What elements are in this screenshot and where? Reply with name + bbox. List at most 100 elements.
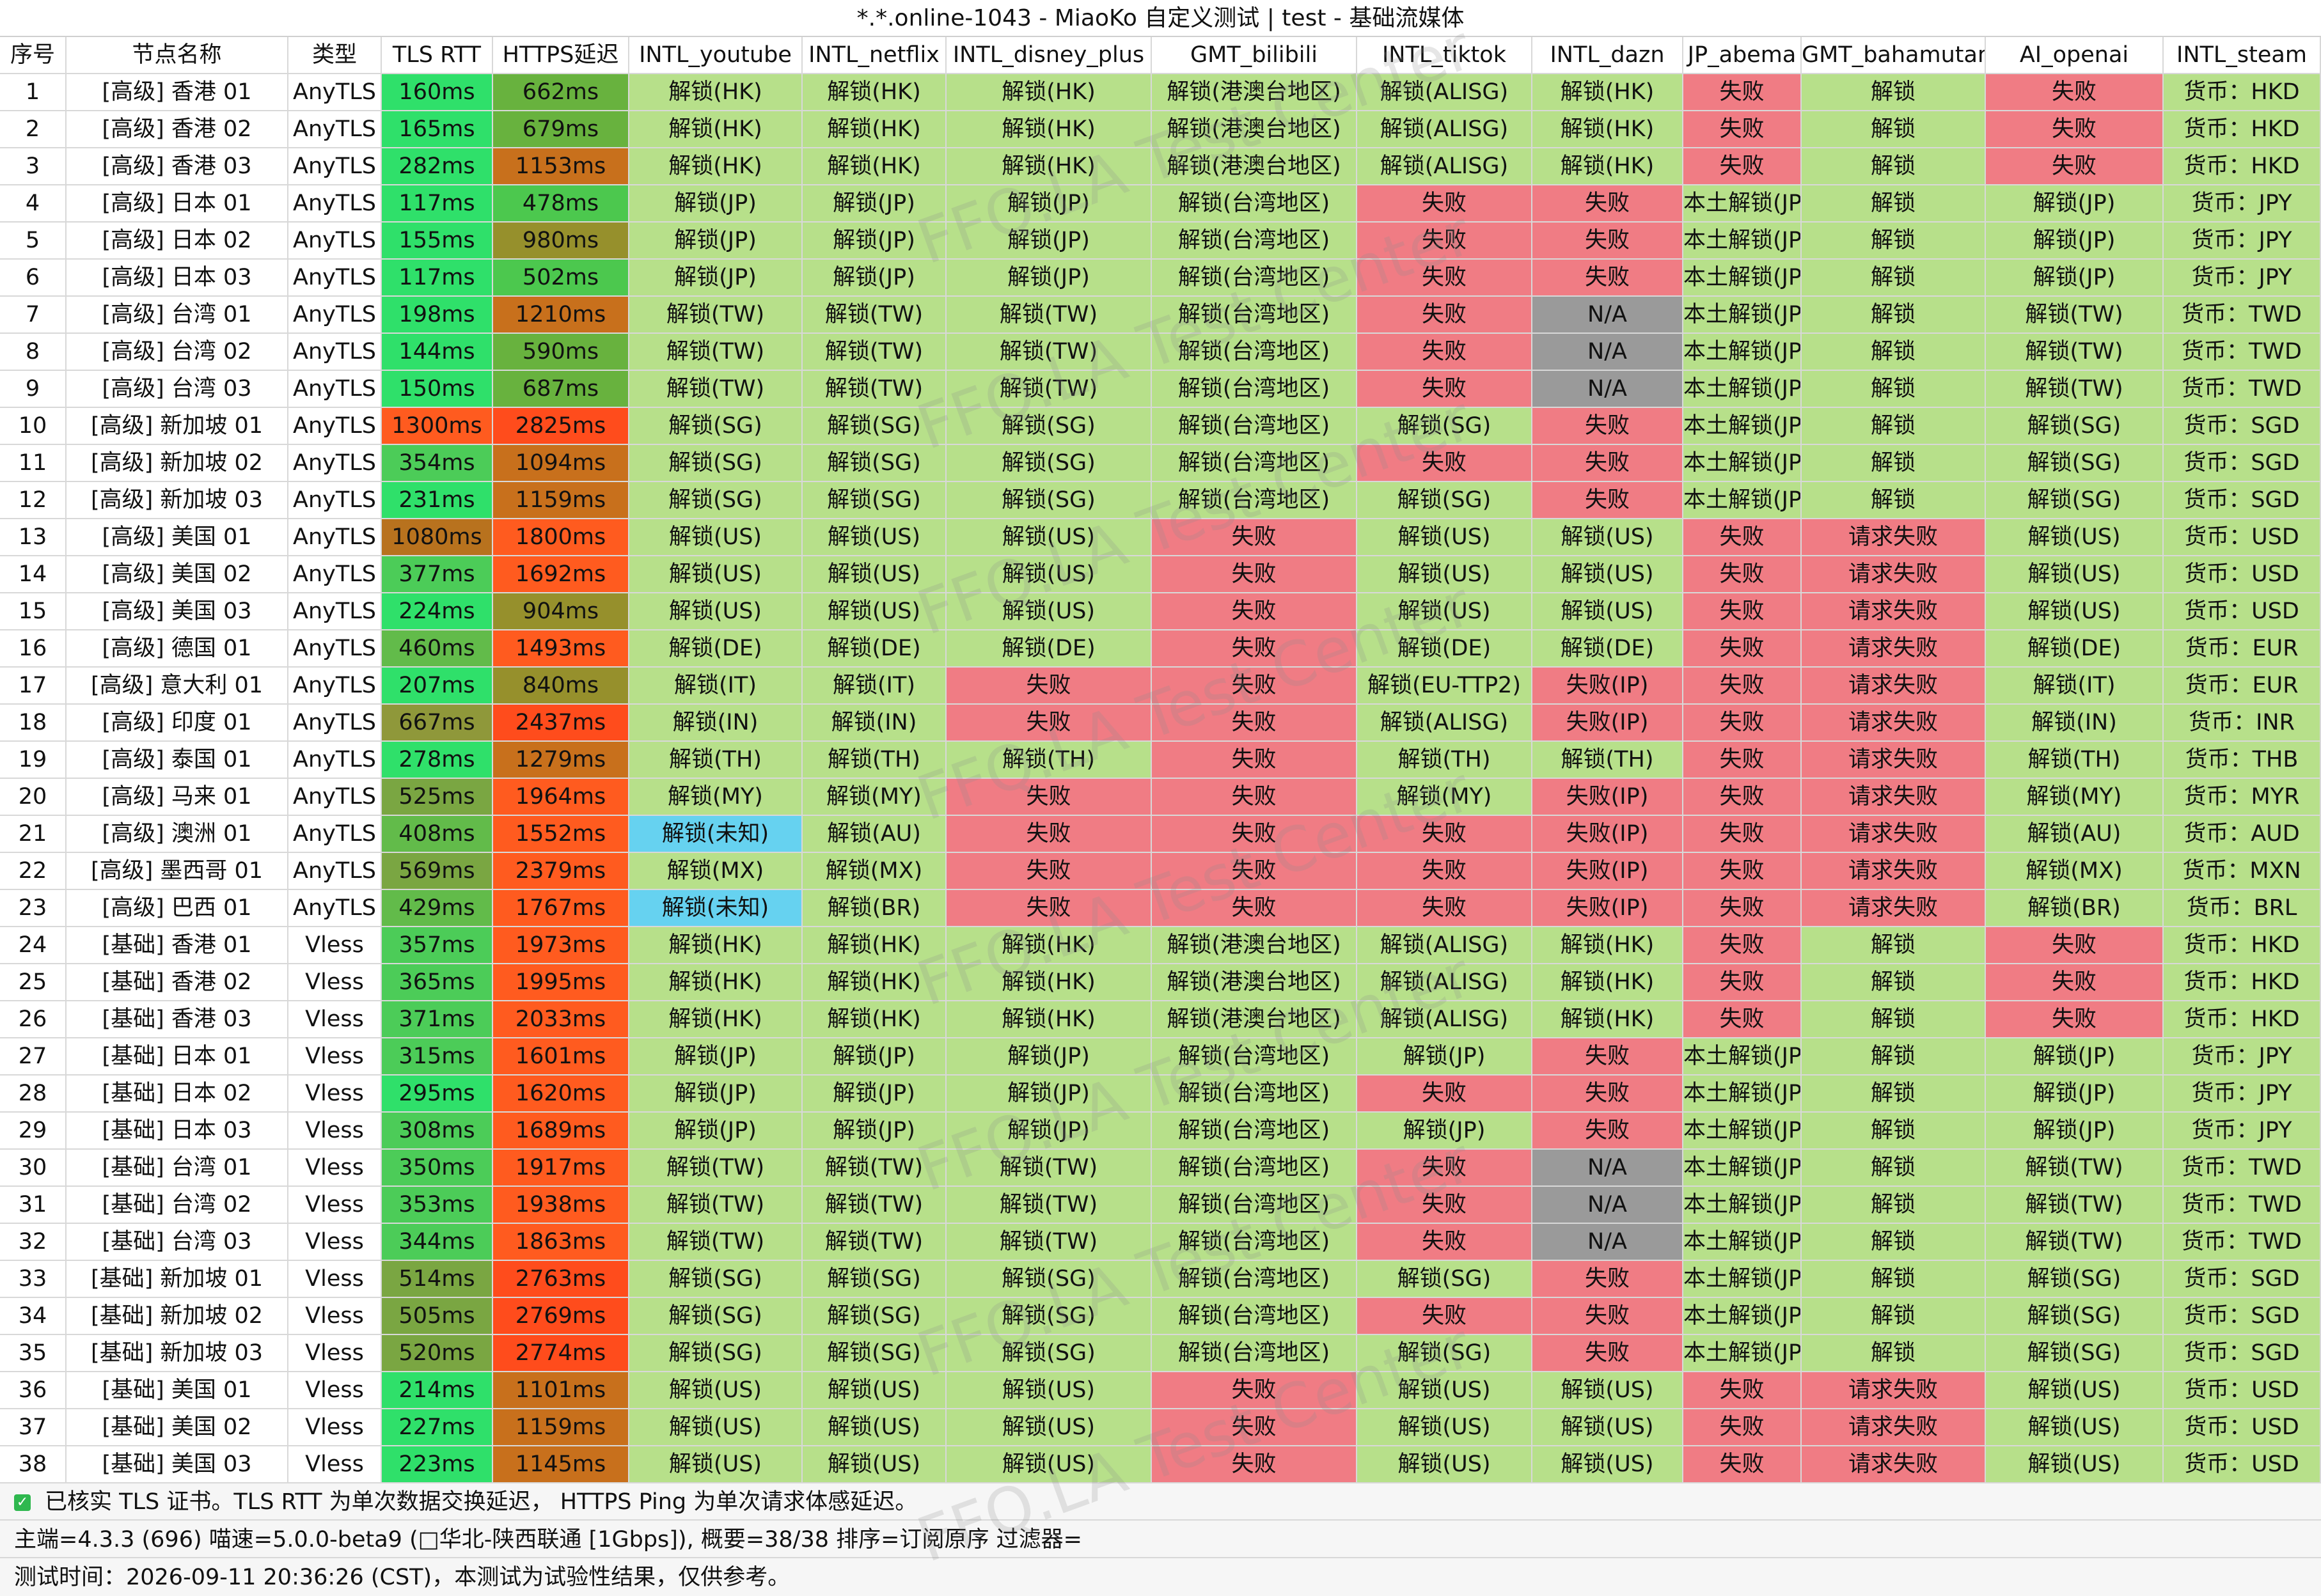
table-cell: 请求失败 bbox=[1802, 1409, 1986, 1446]
table-cell: 144ms bbox=[382, 334, 493, 371]
table-cell: 31 bbox=[0, 1187, 67, 1224]
table-cell: 解锁(台湾地区) bbox=[1152, 297, 1357, 334]
table-cell: 失败 bbox=[1152, 853, 1357, 890]
table-cell: 1767ms bbox=[493, 890, 629, 927]
table-cell: 解锁(DE) bbox=[947, 630, 1152, 668]
table-cell: [高级] 日本 03 bbox=[67, 260, 288, 297]
table-cell: 解锁(TW) bbox=[803, 1224, 947, 1261]
table-cell: 本土解锁(JP) bbox=[1683, 1113, 1802, 1150]
table-cell: 1620ms bbox=[493, 1076, 629, 1113]
table-cell: 货币：HKD bbox=[2164, 1001, 2321, 1038]
table-cell: 解锁(JP) bbox=[1357, 1113, 1532, 1150]
table-cell: 失败 bbox=[1683, 853, 1802, 890]
table-cell: 解锁(SG) bbox=[629, 445, 803, 482]
table-cell: [基础] 台湾 01 bbox=[67, 1150, 288, 1187]
table-cell: 解锁(MY) bbox=[803, 779, 947, 816]
table-cell: 请求失败 bbox=[1802, 779, 1986, 816]
table-cell: AnyTLS bbox=[288, 742, 382, 779]
table-cell: 解锁(SG) bbox=[947, 1298, 1152, 1335]
table-cell: AnyTLS bbox=[288, 334, 382, 371]
table-cell: Vless bbox=[288, 1187, 382, 1224]
table-cell: 失败 bbox=[947, 890, 1152, 927]
table-cell: 解锁(JP) bbox=[629, 223, 803, 260]
table-cell: 解锁(US) bbox=[803, 556, 947, 593]
table-cell: 解锁(US) bbox=[1986, 1446, 2164, 1483]
table-cell: 解锁(TW) bbox=[947, 1224, 1152, 1261]
table-cell: AnyTLS bbox=[288, 445, 382, 482]
table-cell: 本土解锁(JP) bbox=[1683, 1076, 1802, 1113]
table-cell: 20 bbox=[0, 779, 67, 816]
table-cell: 解锁 bbox=[1802, 482, 1986, 519]
table-cell: 解锁(TW) bbox=[947, 1150, 1152, 1187]
table-cell: [基础] 日本 01 bbox=[67, 1038, 288, 1076]
table-cell: Vless bbox=[288, 1150, 382, 1187]
table-cell: 解锁(台湾地区) bbox=[1152, 1335, 1357, 1372]
table-cell: 失败 bbox=[1532, 1335, 1683, 1372]
table-cell: 687ms bbox=[493, 371, 629, 408]
table-cell: 解锁 bbox=[1802, 1298, 1986, 1335]
table-cell: 解锁(TW) bbox=[629, 371, 803, 408]
table-cell: [高级] 新加坡 02 bbox=[67, 445, 288, 482]
table-cell: 解锁 bbox=[1802, 1187, 1986, 1224]
table-cell: 解锁(SG) bbox=[947, 1261, 1152, 1298]
table-cell: 货币：JPY bbox=[2164, 223, 2321, 260]
table-cell: 33 bbox=[0, 1261, 67, 1298]
table-cell: 1863ms bbox=[493, 1224, 629, 1261]
table-cell: 2774ms bbox=[493, 1335, 629, 1372]
table-cell: 失败 bbox=[1152, 556, 1357, 593]
table-cell: 失败 bbox=[1357, 334, 1532, 371]
table-cell: 371ms bbox=[382, 1001, 493, 1038]
table-cell: 解锁(台湾地区) bbox=[1152, 371, 1357, 408]
table-cell: 本土解锁(JP) bbox=[1683, 1038, 1802, 1076]
table-cell: 295ms bbox=[382, 1076, 493, 1113]
footer-line: 主端=4.3.3 (696) 喵速=5.0.0-beta9 (□华北-陕西联通 … bbox=[0, 1521, 2321, 1558]
table-cell: 22 bbox=[0, 853, 67, 890]
table-cell: 590ms bbox=[493, 334, 629, 371]
table-cell: 解锁(台湾地区) bbox=[1152, 1150, 1357, 1187]
table-cell: 解锁(JP) bbox=[1357, 1038, 1532, 1076]
table-cell: Vless bbox=[288, 1446, 382, 1483]
table-cell: AnyTLS bbox=[288, 74, 382, 111]
table-cell: 308ms bbox=[382, 1113, 493, 1150]
table-cell: 解锁(港澳台地区) bbox=[1152, 927, 1357, 964]
table-cell: 514ms bbox=[382, 1261, 493, 1298]
table-cell: 失败 bbox=[1683, 148, 1802, 185]
column-header: TLS RTT bbox=[382, 37, 493, 74]
table-cell: AnyTLS bbox=[288, 816, 382, 853]
table-cell: 解锁(TW) bbox=[1986, 371, 2164, 408]
table-cell: Vless bbox=[288, 1076, 382, 1113]
table-cell: [基础] 日本 03 bbox=[67, 1113, 288, 1150]
table-cell: 解锁(SG) bbox=[629, 482, 803, 519]
table-cell: 解锁(US) bbox=[1986, 556, 2164, 593]
table-cell: 解锁 bbox=[1802, 445, 1986, 482]
table-cell: AnyTLS bbox=[288, 556, 382, 593]
table-cell: 失败 bbox=[947, 705, 1152, 742]
table-cell: [高级] 日本 01 bbox=[67, 185, 288, 223]
table-cell: 1210ms bbox=[493, 297, 629, 334]
table-cell: 解锁(TW) bbox=[803, 334, 947, 371]
table-cell: [基础] 香港 03 bbox=[67, 1001, 288, 1038]
table-cell: AnyTLS bbox=[288, 223, 382, 260]
table-cell: [高级] 美国 03 bbox=[67, 593, 288, 630]
table-cell: 解锁(IN) bbox=[629, 705, 803, 742]
table-cell: 解锁(HK) bbox=[629, 111, 803, 148]
table-cell: 解锁 bbox=[1802, 297, 1986, 334]
table-cell: 解锁(TW) bbox=[947, 297, 1152, 334]
table-cell: 227ms bbox=[382, 1409, 493, 1446]
table-cell: 解锁(JP) bbox=[803, 1038, 947, 1076]
table-cell: 失败 bbox=[1683, 1372, 1802, 1409]
table-cell: 150ms bbox=[382, 371, 493, 408]
table-cell: 2825ms bbox=[493, 408, 629, 445]
table-cell: 315ms bbox=[382, 1038, 493, 1076]
table-cell: 解锁(SG) bbox=[1986, 1298, 2164, 1335]
table-cell: 解锁(US) bbox=[1986, 1372, 2164, 1409]
table-cell: 7 bbox=[0, 297, 67, 334]
table-cell: 货币：MYR bbox=[2164, 779, 2321, 816]
table-cell: [高级] 印度 01 bbox=[67, 705, 288, 742]
table-cell: 解锁(US) bbox=[629, 519, 803, 556]
table-cell: 解锁(TH) bbox=[629, 742, 803, 779]
table-cell: 货币：EUR bbox=[2164, 668, 2321, 705]
table-cell: 解锁(HK) bbox=[629, 148, 803, 185]
table-cell: 165ms bbox=[382, 111, 493, 148]
footer-text: 已核实 TLS 证书。TLS RTT 为单次数据交换延迟， HTTPS Ping… bbox=[45, 1489, 918, 1515]
